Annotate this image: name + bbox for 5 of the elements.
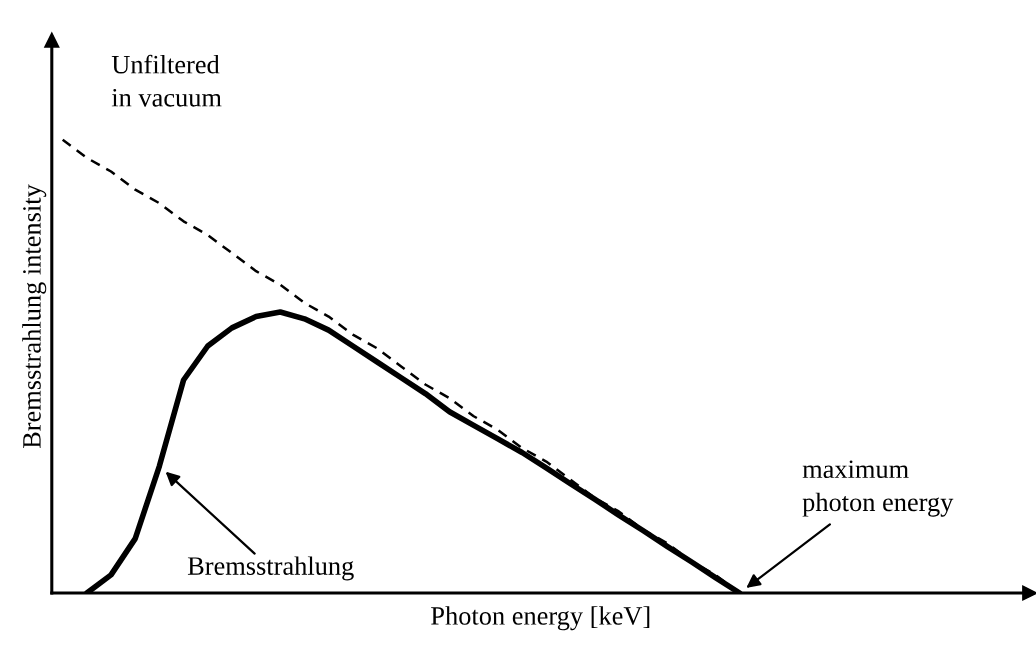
annotation: maximum photon energy [802,460,954,517]
y-axis-title: Bremsstrahlung intensity [22,184,47,449]
x-axis-title: Photon energy [keV] [431,606,650,631]
text: Unfiltered in vacuum [111,54,222,107]
text: Bremsstrahlung [187,556,354,581]
